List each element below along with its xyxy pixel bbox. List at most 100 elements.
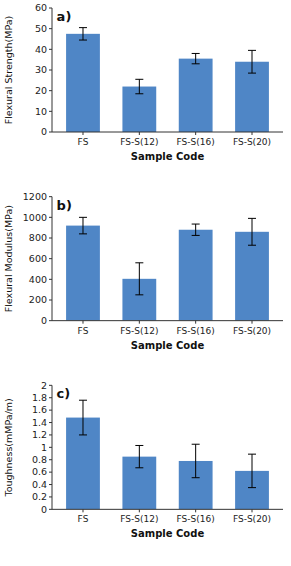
error-bar	[135, 445, 143, 467]
y-tick	[49, 258, 52, 259]
y-tick	[49, 28, 52, 29]
y-tick-label: 0.8	[32, 454, 47, 465]
y-tick	[49, 434, 52, 435]
x-tick	[195, 509, 196, 512]
y-tick-label: 400	[29, 274, 47, 285]
x-tick	[252, 132, 253, 135]
bar	[179, 59, 213, 132]
y-axis-label: Flexural Modulus(MPa)	[3, 205, 14, 312]
y-tick	[49, 422, 52, 423]
y-tick-label: 50	[35, 23, 47, 34]
y-tick-label: 1000	[23, 212, 47, 223]
y-tick	[49, 238, 52, 239]
y-tick-label: 1200	[23, 191, 47, 202]
x-tick-label: FS	[78, 137, 89, 147]
y-tick	[49, 300, 52, 301]
error-bar	[135, 79, 143, 93]
y-tick-label: 200	[29, 294, 47, 305]
y-tick	[49, 459, 52, 460]
chart-container: 0102030405060FSFS-S(12)FS-S(16)FS-S(20)S…	[0, 0, 291, 566]
y-tick-label: 30	[35, 64, 47, 75]
panel-label: c)	[57, 386, 71, 401]
y-tick-label: 60	[35, 2, 47, 13]
bar	[179, 230, 213, 321]
x-tick-label: FS-S(16)	[177, 137, 215, 147]
y-tick	[49, 496, 52, 497]
y-tick-label: 0.4	[32, 479, 47, 490]
x-tick	[252, 509, 253, 512]
x-tick-label: FS-S(12)	[120, 137, 158, 147]
y-tick	[49, 509, 52, 510]
y-tick	[49, 132, 52, 133]
y-tick	[49, 111, 52, 112]
x-tick	[82, 509, 83, 512]
bar	[122, 87, 156, 132]
x-tick	[195, 132, 196, 135]
panel: 00.20.40.60.811.21.41.61.82FSFS-S(12)FS-…	[3, 380, 283, 540]
y-tick	[49, 320, 52, 321]
x-axis-line	[52, 509, 283, 510]
y-tick	[49, 49, 52, 50]
error-bar	[79, 400, 87, 435]
error-bar	[192, 224, 200, 235]
y-tick-label: 1.6	[32, 404, 47, 415]
error-bar	[248, 218, 256, 245]
y-tick	[49, 385, 52, 386]
x-axis-label: Sample Code	[131, 340, 205, 351]
x-tick-label: FS-S(20)	[233, 137, 271, 147]
x-axis-label: Sample Code	[131, 151, 205, 162]
y-tick-label: 10	[35, 106, 47, 117]
y-tick	[49, 447, 52, 448]
y-tick-label: 0	[41, 315, 47, 326]
y-tick-label: 1.2	[32, 429, 47, 440]
y-tick-label: 600	[29, 253, 47, 264]
x-tick	[252, 321, 253, 324]
y-tick	[49, 484, 52, 485]
x-tick	[195, 321, 196, 324]
error-bar	[192, 444, 200, 477]
error-bar	[79, 217, 87, 234]
y-axis-label: Toughness(mMPa/m)	[3, 398, 14, 497]
bar	[66, 34, 100, 132]
x-tick	[82, 321, 83, 324]
marks	[66, 217, 269, 320]
error-bar	[248, 50, 256, 73]
x-tick-label: FS-S(20)	[233, 326, 271, 336]
panel-label: a)	[57, 9, 72, 24]
y-tick-label: 1.8	[32, 392, 47, 403]
y-tick	[49, 196, 52, 197]
y-tick	[49, 472, 52, 473]
y-tick	[49, 90, 52, 91]
y-tick	[49, 397, 52, 398]
x-tick	[139, 509, 140, 512]
y-tick-label: 800	[29, 232, 47, 243]
x-axis-line	[52, 132, 283, 133]
y-tick-label: 0	[41, 504, 47, 515]
y-tick	[49, 8, 52, 9]
marks	[66, 400, 269, 509]
x-tick-label: FS-S(12)	[120, 326, 158, 336]
y-tick-label: 40	[35, 44, 47, 55]
y-tick	[49, 70, 52, 71]
error-bar	[248, 454, 256, 487]
x-tick-label: FS-S(12)	[120, 514, 158, 524]
y-tick-label: 1.4	[32, 417, 47, 428]
x-tick	[139, 132, 140, 135]
panel: 0102030405060FSFS-S(12)FS-S(16)FS-S(20)S…	[3, 2, 283, 162]
error-bar	[135, 263, 143, 295]
bar	[66, 226, 100, 321]
x-tick	[139, 321, 140, 324]
y-tick	[49, 217, 52, 218]
marks	[66, 28, 269, 132]
bar	[235, 232, 269, 321]
y-tick-label: 2	[41, 380, 47, 391]
y-tick-label: 0.2	[32, 491, 47, 502]
panel: 020040060080010001200FSFS-S(12)FS-S(16)F…	[3, 191, 283, 351]
y-tick-label: 1	[41, 442, 47, 453]
y-tick	[49, 410, 52, 411]
y-axis-label: Flexural Strength(MPa)	[3, 16, 14, 125]
panel-label: b)	[57, 198, 72, 213]
y-tick-label: 0.6	[32, 466, 47, 477]
x-axis-line	[52, 320, 283, 321]
figure: 0102030405060FSFS-S(12)FS-S(16)FS-S(20)S…	[0, 0, 291, 566]
